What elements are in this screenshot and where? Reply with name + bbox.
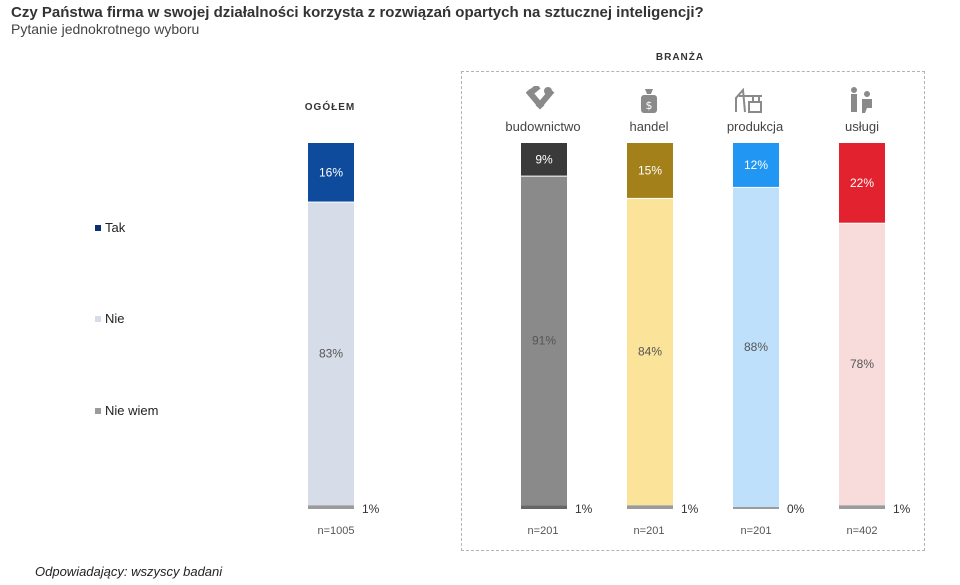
category-label-produkcja: produkcja [726, 119, 784, 134]
legend-label-tak: Tak [105, 220, 126, 235]
factory-icon [733, 86, 765, 119]
data-label-tak-budownictwo: 9% [535, 152, 553, 166]
bar-nie-wiem-handel [627, 505, 673, 509]
bar-nie-ogolem [308, 202, 354, 506]
legend-swatch-nie [95, 315, 101, 322]
bar-tak-ogolem [308, 143, 354, 202]
category-label-budownictwo: budownictwo [505, 119, 581, 134]
money-bag-icon: $ [638, 86, 660, 119]
bar-nie-wiem-budownictwo [521, 505, 567, 509]
legend-swatch-tak [95, 224, 101, 231]
category-label-handel: handel [629, 119, 669, 134]
bar-tak-produkcja [733, 143, 779, 187]
bar-tak-budownictwo [521, 143, 567, 176]
data-label-nie-wiem-uslugi: 1% [893, 502, 911, 516]
bar-nie-handel [627, 198, 673, 506]
legend-label-nie: Nie [105, 311, 125, 326]
sample-size-budownictwo: n=201 [527, 525, 559, 537]
branza-group-frame [461, 71, 925, 551]
bar-tak-uslugi [839, 143, 885, 223]
legend-swatch-nie-wiem [95, 407, 101, 414]
data-label-nie-budownictwo: 91% [532, 333, 556, 347]
bar-tak-handel [627, 143, 673, 198]
bar-nie-wiem-produkcja [733, 507, 779, 509]
bar-nie-wiem-ogolem [308, 505, 354, 509]
svg-text:$: $ [646, 99, 653, 112]
data-label-nie-produkcja: 88% [744, 340, 768, 354]
sample-size-produkcja: n=201 [740, 525, 772, 537]
sample-size-handel: n=201 [633, 525, 665, 537]
chart-subtitle: Pytanie jednokrotnego wyboru [11, 21, 200, 37]
data-label-nie-handel: 84% [638, 345, 662, 359]
footer-note: Odpowiadający: wszyscy badani [35, 564, 223, 579]
bar-nie-produkcja [733, 187, 779, 508]
data-label-nie-ogolem: 83% [319, 346, 343, 360]
data-label-nie-uslugi: 78% [850, 357, 874, 371]
chart-title: Czy Państwa firma w swojej działalności … [11, 4, 704, 21]
data-label-tak-handel: 15% [638, 163, 662, 177]
data-label-tak-ogolem: 16% [319, 165, 343, 179]
category-label-uslugi: usługi [845, 119, 879, 134]
legend-item-nie-wiem: Nie wiem [95, 403, 158, 418]
sample-size-uslugi: n=402 [846, 525, 878, 537]
data-label-nie-wiem-budownictwo: 1% [575, 502, 593, 516]
ogolem-label: OGÓŁEM [304, 102, 356, 113]
service-person-icon [847, 86, 875, 119]
tools-icon [525, 83, 556, 117]
branza-label: BRANŻA [640, 52, 720, 63]
data-label-nie-wiem-produkcja: 0% [787, 502, 805, 516]
bar-nie-uslugi [839, 223, 885, 506]
data-label-nie-wiem-handel: 1% [681, 502, 699, 516]
data-label-nie-wiem-ogolem: 1% [362, 502, 380, 516]
legend-item-tak: Tak [95, 220, 125, 235]
data-label-tak-uslugi: 22% [850, 176, 874, 190]
legend-item-nie: Nie [95, 311, 125, 326]
legend-label-nie-wiem: Nie wiem [105, 403, 159, 418]
data-label-tak-produkcja: 12% [744, 158, 768, 172]
bar-nie-wiem-uslugi [839, 505, 885, 509]
sample-size-ogolem: n=1005 [317, 525, 355, 537]
bar-nie-budownictwo [521, 176, 567, 506]
